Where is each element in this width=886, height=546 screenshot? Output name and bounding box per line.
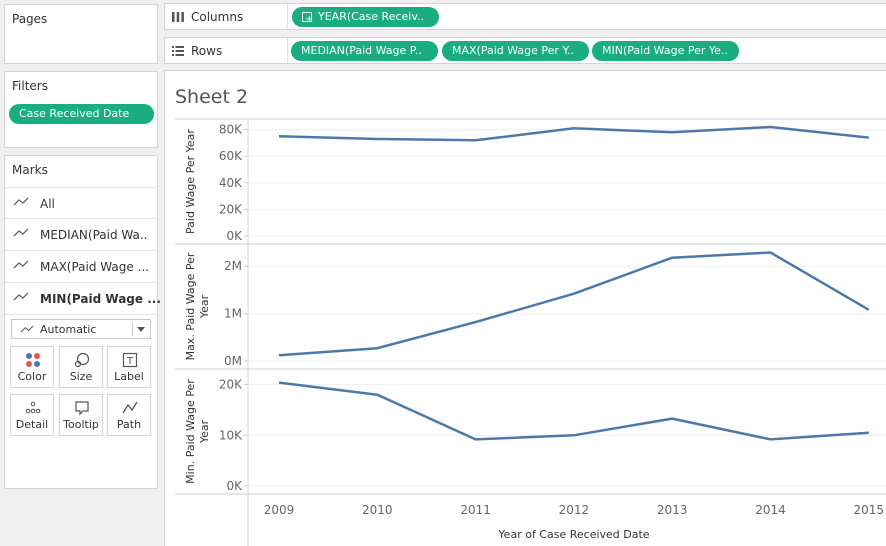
filters-title: Filters <box>12 79 48 93</box>
expand-icon <box>302 12 312 22</box>
rows-icon <box>172 46 184 56</box>
rows-pill-max[interactable]: MAX(Paid Wage Per Y.. <box>442 41 589 61</box>
detail-card[interactable]: Detail <box>10 394 54 436</box>
line-mark-icon <box>20 325 34 333</box>
card-label: Path <box>116 418 142 431</box>
pages-title: Pages <box>12 12 48 26</box>
detail-icon <box>25 401 41 414</box>
columns-shelf-label: Columns <box>191 10 244 24</box>
line-mark-icon <box>13 228 29 237</box>
shelf-divider <box>287 38 288 63</box>
svg-text:T: T <box>126 356 134 367</box>
line-mark-icon <box>13 292 29 301</box>
filter-pill-case-received-date[interactable]: Case Received Date <box>9 104 154 124</box>
rows-pill-min[interactable]: MIN(Paid Wage Per Ye.. <box>592 41 739 61</box>
sheet-view: Sheet 2 <box>164 70 886 546</box>
dropdown-divider <box>132 322 133 336</box>
pill-label: YEAR(Case Receiv.. <box>318 10 424 23</box>
rows-pill-median[interactable]: MEDIAN(Paid Wage P.. <box>291 41 438 61</box>
card-label: Tooltip <box>63 418 99 431</box>
shelf-divider <box>287 4 288 29</box>
path-card[interactable]: Path <box>107 394 151 436</box>
mark-type-dropdown[interactable]: Automatic <box>11 319 151 339</box>
columns-pill-year[interactable]: + YEAR(Case Receiv.. <box>292 7 439 27</box>
size-card[interactable]: Size <box>59 346 103 388</box>
columns-shelf: Columns <box>164 3 886 30</box>
expand-icon-plus: + <box>305 14 314 25</box>
chevron-down-icon <box>137 327 145 332</box>
line-mark-icon <box>13 260 29 269</box>
marks-item-min[interactable]: MIN(Paid Wage ... <box>5 283 161 315</box>
card-label: Detail <box>15 418 49 431</box>
rows-shelf-label: Rows <box>191 44 223 58</box>
columns-icon <box>172 12 184 22</box>
size-icon <box>74 352 90 368</box>
sheet-title: Sheet 2 <box>175 86 249 108</box>
card-label: Size <box>69 370 93 383</box>
color-icon <box>26 353 40 367</box>
marks-item-label: All <box>40 197 55 211</box>
mark-type-label: Automatic <box>40 323 97 336</box>
path-icon <box>122 401 138 414</box>
marks-item-all[interactable]: All <box>5 187 157 219</box>
color-card[interactable]: Color <box>10 346 54 388</box>
marks-item-label: MIN(Paid Wage ... <box>40 292 161 306</box>
marks-title: Marks <box>12 163 48 177</box>
pages-panel: Pages <box>4 4 158 64</box>
line-mark-icon <box>13 197 29 206</box>
card-label: Color <box>17 370 47 383</box>
marks-item-label: MEDIAN(Paid Wa.. <box>40 228 148 242</box>
label-icon: T <box>122 352 138 368</box>
label-card[interactable]: T Label <box>107 346 151 388</box>
tooltip-card[interactable]: Tooltip <box>59 394 103 436</box>
marks-item-median[interactable]: MEDIAN(Paid Wa.. <box>5 219 157 251</box>
filters-panel: Filters Case Received Date <box>4 71 158 148</box>
card-label: Label <box>114 370 144 383</box>
marks-item-label: MAX(Paid Wage ... <box>40 260 149 274</box>
marks-item-max[interactable]: MAX(Paid Wage ... <box>5 251 157 283</box>
tooltip-icon <box>75 401 89 416</box>
